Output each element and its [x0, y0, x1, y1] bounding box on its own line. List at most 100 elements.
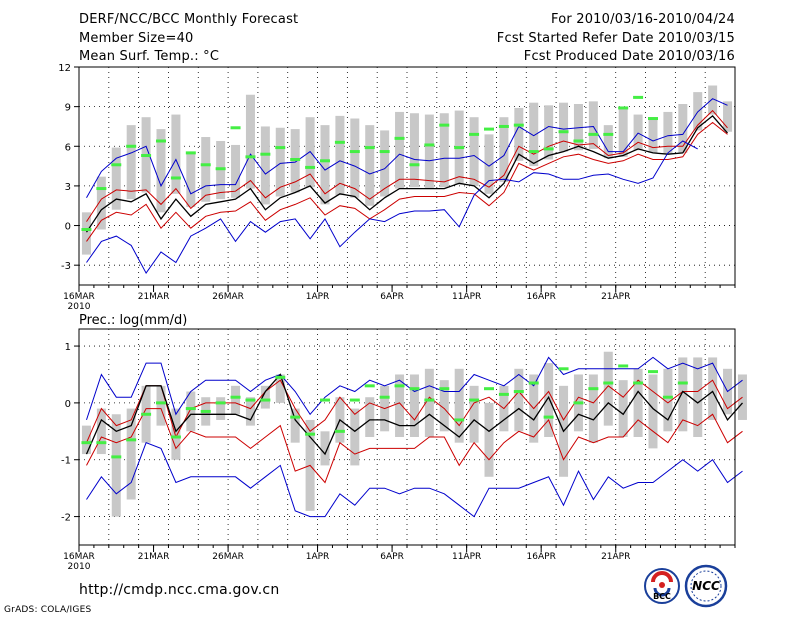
- precipitation-panel: -2 -1 0 1 16MAR 21MAR 26MAR 1APR 6APR 11APR 16APR 2…: [61, 328, 747, 572]
- prec-ensemble-box: [454, 368, 464, 443]
- prec-plot-frame: [78, 328, 736, 546]
- prec-ensemble-box: [603, 351, 613, 426]
- prec-ensemble-box: [231, 385, 241, 415]
- prec-ytick-label: -2: [61, 513, 71, 524]
- produced-date-label: Fcst Produced Date 2010/03/16: [523, 49, 735, 64]
- temp-ensemble-box: [171, 114, 181, 194]
- temp-ensemble-box: [469, 117, 479, 186]
- prec-ensemble-box: [588, 374, 598, 443]
- temp-plot-frame: [78, 66, 736, 286]
- temp-xtick-label: 11APR: [452, 292, 481, 302]
- prec-series-min: [86, 442, 743, 518]
- temp-ytick-label: 12: [58, 63, 71, 74]
- forecast-period-label: For 2010/03/16-2010/04/24: [551, 12, 735, 27]
- prec-ensemble-box: [678, 357, 688, 432]
- temp-ensemble-box: [424, 114, 434, 189]
- member-size-label: Member Size=40: [79, 31, 194, 46]
- prec-ensemble-box: [81, 425, 91, 455]
- temp-ensemble-box: [96, 176, 106, 230]
- temperature-panel: -3 0 3 6 9 12 16MAR 21MAR 26MAR 1APR 6APR 11APR 16AP…: [58, 63, 736, 312]
- temp-ensemble-box: [156, 129, 166, 213]
- prec-ytick-label: 0: [65, 399, 71, 410]
- prec-xtick-label: 1APR: [306, 552, 330, 562]
- temp-xtick-label: 26MAR: [212, 292, 244, 302]
- prec-ensemble-box: [633, 368, 643, 437]
- prec-ytick-label: 1: [65, 342, 71, 353]
- prec-ensemble-box: [96, 408, 106, 455]
- prec-series-max: [86, 356, 743, 421]
- temp-ytick-label: 0: [65, 222, 71, 233]
- prec-ensemble-box: [708, 357, 718, 420]
- temp-ensemble-box: [633, 114, 643, 151]
- temp-series-min: [86, 140, 698, 275]
- started-refer-date-label: Fcst Started Refer Date 2010/03/15: [496, 31, 735, 46]
- prec-ensemble-box: [260, 385, 270, 409]
- prec-xtick-label: 16APR: [527, 552, 556, 562]
- temp-ytick-label: -3: [61, 261, 71, 272]
- temp-series-upper: [86, 109, 728, 222]
- temp-ensemble-box: [201, 137, 211, 202]
- prec-ensemble-box: [320, 431, 330, 466]
- prec-ensemble-box: [409, 374, 419, 437]
- temp-xtick-label: 1APR: [306, 292, 330, 302]
- prec-ensemble-box: [171, 408, 181, 460]
- grads-credit: GrADS: COLA/IGES: [4, 605, 92, 615]
- temp-ensemble-box: [409, 113, 419, 188]
- temp-xtick-label: 6APR: [380, 292, 404, 302]
- temp-ensemble-box: [499, 117, 509, 182]
- temp-ensemble-box: [245, 94, 255, 189]
- temp-series-mean: [85, 115, 728, 233]
- prec-ensemble-box: [186, 391, 196, 432]
- prec-ensemble-box: [693, 357, 703, 437]
- prec-ensemble-box: [439, 380, 449, 432]
- prec-ytick-label: -1: [61, 456, 71, 467]
- prec-xtick-label: 26MAR: [212, 552, 244, 562]
- prec-year-label: 2010: [68, 562, 91, 572]
- prec-ensemble-box: [663, 368, 673, 432]
- temp-ensemble-box: [380, 130, 390, 197]
- prec-ensemble-box: [216, 397, 226, 420]
- precip-panel-title: Prec.: log(mm/d): [79, 313, 187, 328]
- temp-ytick-label: 9: [65, 103, 71, 114]
- temp-ensemble-box: [484, 134, 494, 194]
- temp-ensemble-box: [439, 113, 449, 188]
- prec-ensemble-box: [126, 408, 136, 500]
- temp-ensemble-box: [648, 118, 658, 153]
- prec-xtick-label: 16MAR: [63, 552, 95, 562]
- temp-ensemble-box: [350, 118, 360, 198]
- temp-ensemble-box: [723, 101, 733, 132]
- temp-ensemble-box: [544, 105, 554, 160]
- temp-ensemble-box: [186, 152, 196, 208]
- temp-xtick-label: 16APR: [527, 292, 556, 302]
- prec-series-mean: [85, 373, 743, 456]
- temp-ensemble-box: [603, 125, 613, 159]
- ncc-logo: NCC: [684, 564, 728, 608]
- bcc-logo: BCC: [644, 568, 680, 604]
- source-url: http://cmdp.ncc.cma.gov.cn: [79, 582, 280, 598]
- prec-ensemble-box: [469, 385, 479, 443]
- temp-xtick-label: 21APR: [601, 292, 630, 302]
- temp-ensemble-box: [663, 111, 673, 155]
- temp-ensemble-box: [320, 125, 330, 205]
- prec-ensemble-box: [365, 397, 375, 437]
- prec-ensemble-box: [395, 374, 405, 437]
- temp-ensemble-box: [559, 102, 569, 152]
- prec-xtick-label: 21MAR: [138, 552, 170, 562]
- ncc-logo-text: NCC: [692, 579, 720, 593]
- temp-ensemble-box: [365, 125, 375, 206]
- prec-ensemble-box: [290, 408, 300, 443]
- prec-xtick-label: 6APR: [380, 552, 404, 562]
- temp-series-max: [86, 98, 728, 199]
- chart-title: DERF/NCC/BCC Monthly Forecast: [79, 12, 299, 27]
- temp-ensemble-box: [275, 127, 285, 197]
- temp-ensemble-box: [335, 115, 345, 196]
- prec-ensemble-box: [514, 368, 524, 432]
- prec-ensemble-box: [156, 385, 166, 426]
- temp-ensemble-box: [588, 101, 598, 149]
- temp-xtick-label: 21MAR: [138, 292, 170, 302]
- prec-series-upper: [86, 379, 743, 443]
- temp-ensemble-box: [573, 103, 583, 151]
- prec-ensemble-box: [111, 414, 121, 517]
- temp-ensemble-box: [111, 147, 121, 210]
